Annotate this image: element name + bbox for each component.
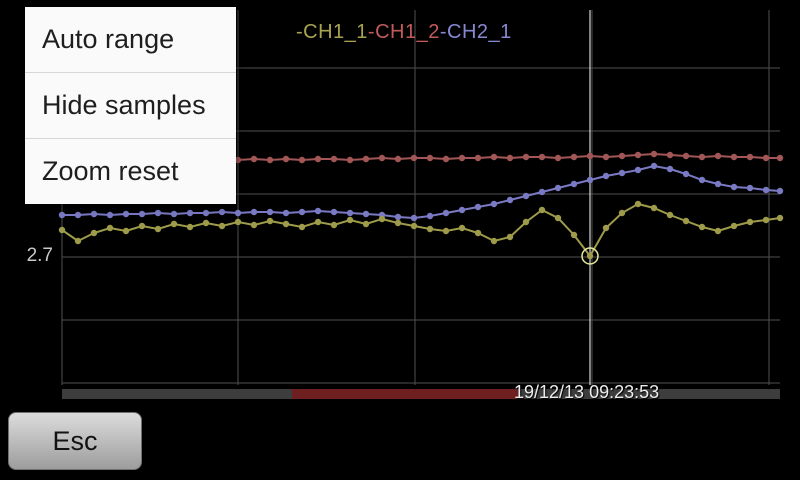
- menu-divider: [25, 72, 236, 73]
- esc-button[interactable]: Esc: [8, 412, 142, 470]
- menu-item-label: Auto range: [42, 24, 175, 54]
- legend-item-0: -CH1_1: [296, 21, 368, 43]
- legend-item-1: -CH1_2: [367, 21, 440, 43]
- cursor-timestamp: 19/12/13 09:23:53: [514, 382, 660, 402]
- chart-legend: -CH1_1-CH1_2-CH2_1: [296, 21, 512, 44]
- esc-button-label: Esc: [52, 425, 98, 456]
- menu-item-auto-range[interactable]: Auto range: [25, 7, 236, 72]
- legend-item-2: -CH2_1: [439, 21, 512, 43]
- menu-item-label: Zoom reset: [42, 156, 179, 186]
- y-axis-tick-label: 2.7: [26, 245, 53, 266]
- menu-item-label: Hide samples: [42, 90, 206, 120]
- menu-item-hide-samples[interactable]: Hide samples: [25, 73, 236, 138]
- context-menu: Auto range Hide samples Zoom reset: [25, 7, 236, 204]
- scrollbar-active-range[interactable]: [292, 389, 518, 399]
- menu-item-zoom-reset[interactable]: Zoom reset: [25, 139, 236, 204]
- menu-divider: [25, 138, 236, 139]
